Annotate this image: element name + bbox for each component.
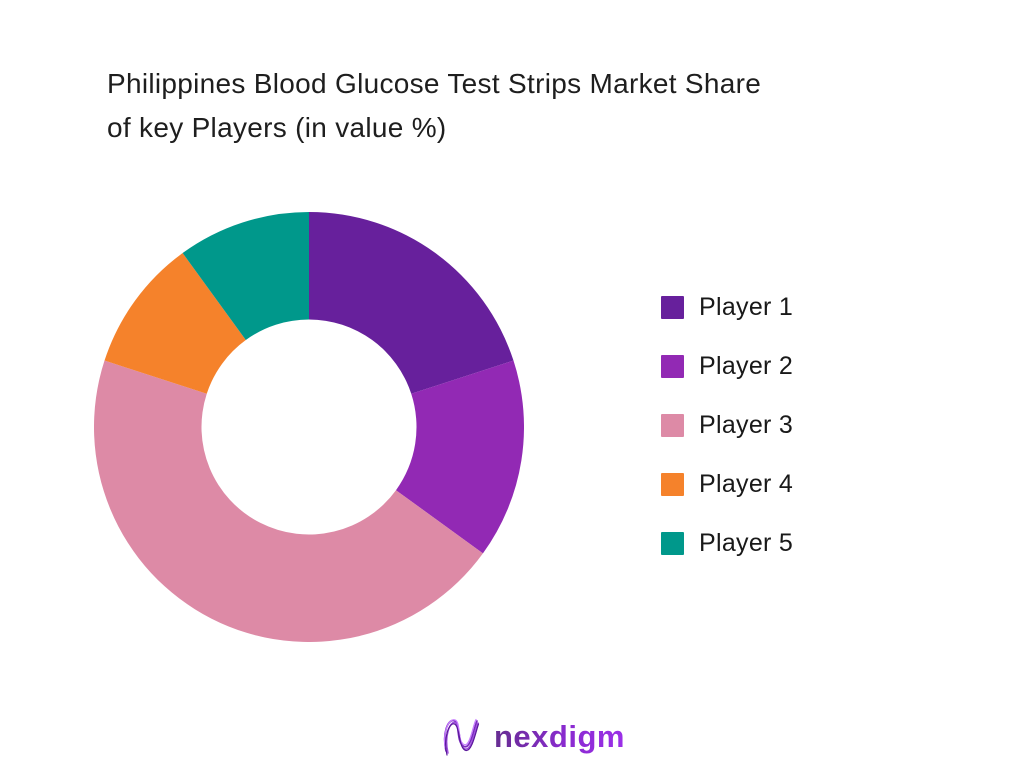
legend-swatch-2 (661, 355, 684, 378)
donut-segment-player-5 (182, 212, 309, 341)
donut-segment-player-1 (309, 212, 514, 394)
brand-logo: nexdigm (441, 714, 625, 760)
nexdigm-logo-icon (443, 718, 480, 756)
donut-chart-container (93, 212, 525, 643)
legend-label: Player 3 (699, 411, 794, 439)
legend-label: Player 2 (699, 352, 794, 380)
brand-name: nexdigm (494, 719, 625, 754)
legend-swatch-5 (661, 532, 684, 555)
legend-item-5: Player 5 (661, 529, 794, 557)
chart-title-line-2: of key Players (in value %) (107, 112, 447, 143)
legend-swatch-4 (661, 473, 684, 496)
chart-legend: Player 1 Player 2 Player 3 Player 4 Player 5 (661, 293, 794, 557)
legend-label: Player 1 (699, 293, 794, 321)
legend-item-2: Player 2 (661, 352, 794, 380)
donut-chart (93, 212, 525, 643)
donut-segment-player-3 (93, 360, 483, 643)
legend-item-3: Player 3 (661, 411, 794, 439)
legend-label: Player 5 (699, 529, 794, 557)
donut-segment-player-2 (395, 360, 525, 554)
legend-item-4: Player 4 (661, 470, 794, 498)
legend-swatch-1 (661, 296, 684, 319)
chart-title: Philippines Blood Glucose Test Strips Ma… (107, 62, 937, 150)
donut-segment-player-4 (104, 253, 246, 394)
legend-label: Player 4 (699, 470, 794, 498)
legend-swatch-3 (661, 414, 684, 437)
legend-item-1: Player 1 (661, 293, 794, 321)
chart-title-line-1: Philippines Blood Glucose Test Strips Ma… (107, 68, 762, 99)
